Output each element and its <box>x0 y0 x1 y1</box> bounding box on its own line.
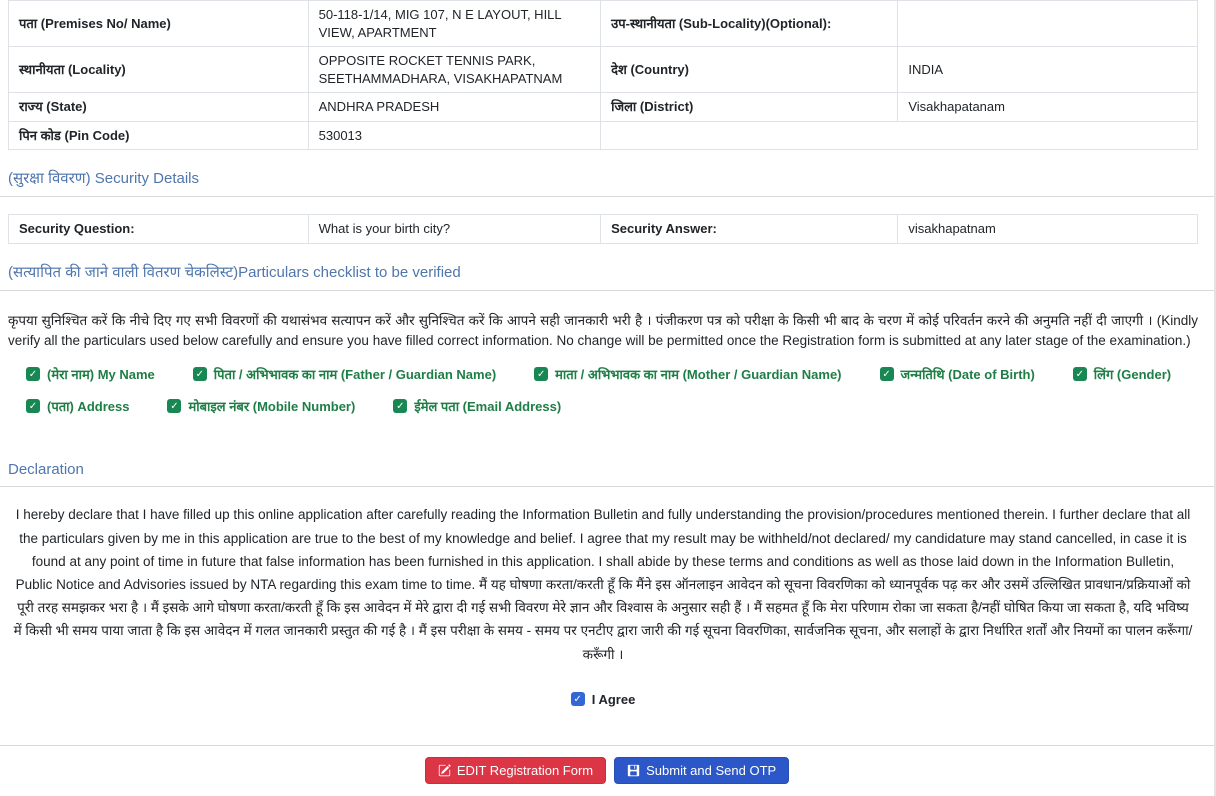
checklist-row-1: ✓ (मेरा नाम) My Name ✓ पिता / अभिभावक का… <box>26 365 1198 383</box>
security-answer-value: visakhapatnam <box>897 214 1198 244</box>
checklist-item-label: माता / अभिभावक का नाम (Mother / Guardian… <box>555 367 842 383</box>
state-label: राज्य (State) <box>8 92 309 122</box>
country-label: देश (Country) <box>600 46 899 94</box>
checked-checkbox-icon[interactable]: ✓ <box>26 399 40 414</box>
checklist-item-address: ✓ (पता) Address <box>26 397 129 415</box>
declaration-heading: Declaration <box>8 461 84 479</box>
pincode-label: पिन कोड (Pin Code) <box>8 120 309 151</box>
security-answer-label: Security Answer: <box>600 214 899 244</box>
checked-checkbox-icon[interactable]: ✓ <box>534 367 549 382</box>
checklist-item-label: (पता) Address <box>47 399 130 415</box>
declaration-text: I hereby declare that I have filled up t… <box>13 507 1193 662</box>
district-label: जिला (District) <box>600 92 899 122</box>
save-icon <box>627 764 640 777</box>
country-value: INDIA <box>897 46 1198 94</box>
checklist-item-label: ईमेल पता (Email Address) <box>414 399 562 415</box>
table-row: राज्य (State) ANDHRA PRADESH जिला (Distr… <box>8 92 1198 122</box>
checked-checkbox-icon[interactable]: ✓ <box>192 367 207 382</box>
submit-and-send-otp-button[interactable]: Submit and Send OTP <box>614 756 790 785</box>
security-question-value: What is your birth city? <box>307 214 602 244</box>
edit-registration-form-button[interactable]: EDIT Registration Form <box>424 756 607 785</box>
verify-note: कृपया सुनिश्चित करें कि नीचे दिए गए सभी … <box>8 312 1198 349</box>
checklist-item-label: पिता / अभिभावक का नाम (Father / Guardian… <box>213 367 497 383</box>
divider <box>0 486 1214 488</box>
checklist-item-mobile: ✓ मोबाइल नंबर (Mobile Number) <box>167 397 355 415</box>
checklist-item-gender: ✓ लिंग (Gender) <box>1072 365 1172 383</box>
table-row: स्थानीयता (Locality) OPPOSITE ROCKET TEN… <box>8 46 1198 94</box>
table-row: पिन कोड (Pin Code) 530013 <box>8 120 1198 151</box>
state-value: ANDHRA PRADESH <box>307 92 602 122</box>
table-row: Security Question: What is your birth ci… <box>8 214 1198 244</box>
edit-button-label: EDIT Registration Form <box>456 762 594 778</box>
checklist-item-label: लिंग (Gender) <box>1093 367 1172 383</box>
particulars-checklist-heading: (सत्यापित की जाने वाली वितरण चेकलिस्ट)Pa… <box>8 263 461 281</box>
empty-cell <box>600 120 1198 151</box>
pencil-square-icon <box>438 764 451 777</box>
checklist-item-dob: ✓ जन्मतिथि (Date of Birth) <box>879 365 1035 383</box>
checklist-item-father-name: ✓ पिता / अभिभावक का नाम (Father / Guardi… <box>192 365 497 383</box>
district-value: Visakhapatanam <box>897 92 1198 122</box>
security-question-label: Security Question: <box>8 214 309 244</box>
checklist-row-2: ✓ (पता) Address ✓ मोबाइल नंबर (Mobile Nu… <box>26 397 1198 415</box>
checked-checkbox-icon[interactable]: ✓ <box>879 367 894 382</box>
premises-value: 50-118-1/14, MIG 107, N E LAYOUT, HILL V… <box>307 0 602 48</box>
action-button-row: EDIT Registration Form Submit and Send O… <box>0 746 1214 796</box>
registration-review-page: पता (Premises No/ Name) 50-118-1/14, MIG… <box>0 0 1214 707</box>
divider <box>0 196 1214 198</box>
checked-checkbox-icon[interactable]: ✓ <box>26 367 40 382</box>
pincode-value: 530013 <box>307 120 602 151</box>
security-details-table: Security Question: What is your birth ci… <box>8 214 1198 244</box>
sub-locality-label: उप-स्थानीयता (Sub-Locality)(Optional): <box>600 0 899 48</box>
checklist-item-label: जन्मतिथि (Date of Birth) <box>900 367 1035 383</box>
checklist-item-mother-name: ✓ माता / अभिभावक का नाम (Mother / Guardi… <box>534 365 842 383</box>
submit-button-label: Submit and Send OTP <box>646 762 777 778</box>
security-details-heading: (सुरक्षा विवरण) Security Details <box>8 170 199 188</box>
checked-checkbox-icon[interactable]: ✓ <box>1072 367 1087 382</box>
sub-locality-value <box>897 0 1198 48</box>
table-row: पता (Premises No/ Name) 50-118-1/14, MIG… <box>8 0 1198 48</box>
locality-label: स्थानीयता (Locality) <box>8 46 309 94</box>
locality-value: OPPOSITE ROCKET TENNIS PARK, SEETHAMMADH… <box>307 46 602 94</box>
i-agree-row: ✓ I Agree <box>8 692 1198 707</box>
premises-label: पता (Premises No/ Name) <box>8 0 309 48</box>
divider <box>0 289 1214 291</box>
checklist-item-email: ✓ ईमेल पता (Email Address) <box>393 397 561 415</box>
address-details-table: पता (Premises No/ Name) 50-118-1/14, MIG… <box>8 0 1198 151</box>
checklist-item-my-name: ✓ (मेरा नाम) My Name <box>26 365 155 383</box>
checked-checkbox-icon[interactable]: ✓ <box>167 399 182 414</box>
checklist-item-label: (मेरा नाम) My Name <box>47 367 155 383</box>
checked-checkbox-icon[interactable]: ✓ <box>393 399 408 414</box>
checklist-item-label: मोबाइल नंबर (Mobile Number) <box>188 399 356 415</box>
i-agree-checkbox[interactable]: ✓ <box>570 692 585 707</box>
i-agree-label: I Agree <box>591 691 636 707</box>
